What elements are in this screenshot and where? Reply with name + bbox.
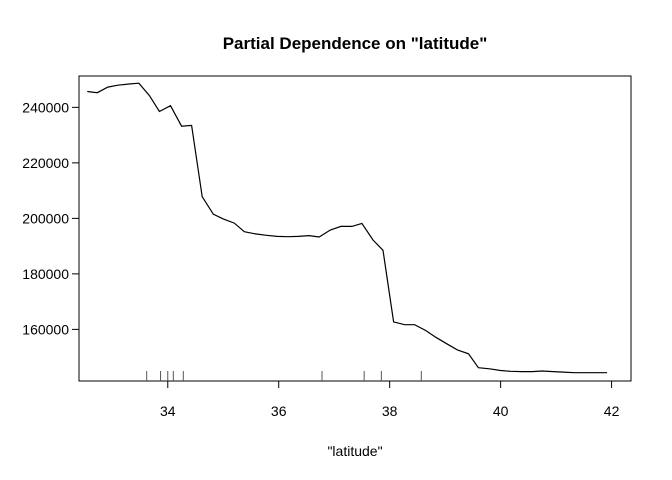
x-tick-label: 40 bbox=[493, 403, 509, 419]
y-tick-label: 240000 bbox=[22, 99, 69, 115]
y-tick-label: 180000 bbox=[22, 266, 69, 282]
x-tick-label: 36 bbox=[271, 403, 287, 419]
x-tick-label: 42 bbox=[604, 403, 620, 419]
x-axis-label: "latitude" bbox=[327, 443, 382, 459]
x-tick-label: 38 bbox=[382, 403, 398, 419]
y-axis: 160000 180000 200000 220000 240000 bbox=[22, 99, 79, 337]
y-tick-label: 200000 bbox=[22, 210, 69, 226]
x-axis: 34 36 38 40 42 bbox=[160, 381, 620, 419]
y-tick-label: 220000 bbox=[22, 155, 69, 171]
series-line bbox=[87, 82, 608, 374]
plot-frame bbox=[78, 75, 632, 382]
chart-title: Partial Dependence on "latitude" bbox=[223, 34, 488, 53]
rug-marks bbox=[146, 371, 422, 381]
y-tick-label: 160000 bbox=[22, 321, 69, 337]
x-tick-label: 34 bbox=[160, 403, 176, 419]
